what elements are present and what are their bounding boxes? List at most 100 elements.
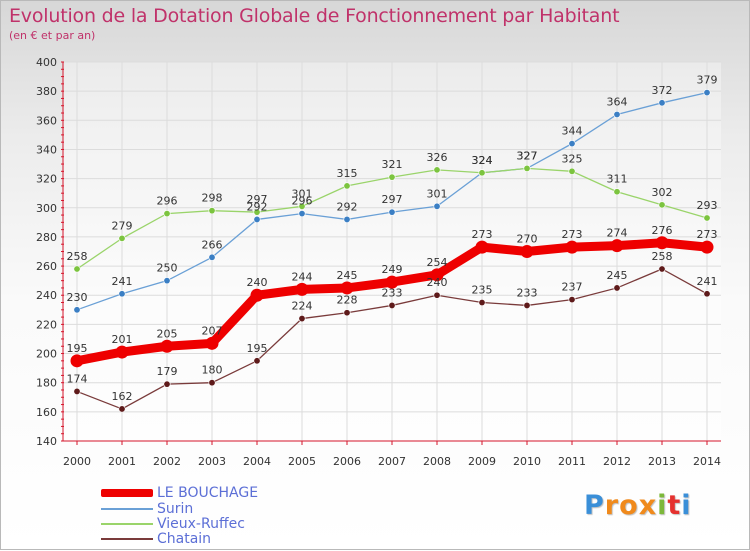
legend-label: LE BOUCHAGE bbox=[157, 485, 259, 501]
data-label-le-bouchage: 245 bbox=[337, 269, 358, 282]
legend-item-le-bouchage: LE BOUCHAGE bbox=[101, 485, 258, 501]
data-label-vieux-ruffec: 327 bbox=[517, 149, 538, 162]
data-label-surin: 292 bbox=[247, 200, 268, 213]
y-tick-label: 400 bbox=[36, 56, 57, 69]
data-point-vieux-ruffec bbox=[343, 182, 351, 190]
y-tick-label: 280 bbox=[36, 231, 57, 244]
data-point-le-bouchage bbox=[700, 240, 714, 254]
y-tick-label: 380 bbox=[36, 85, 57, 98]
data-label-vieux-ruffec: 301 bbox=[292, 187, 313, 200]
data-point-le-bouchage bbox=[340, 281, 354, 295]
data-label-le-bouchage: 270 bbox=[517, 233, 538, 246]
legend-swatch-chatain bbox=[101, 538, 153, 540]
data-label-le-bouchage: 273 bbox=[472, 228, 493, 241]
data-label-chatain: 180 bbox=[202, 364, 223, 377]
data-point-le-bouchage bbox=[70, 354, 84, 368]
data-point-chatain bbox=[523, 301, 531, 309]
data-point-chatain bbox=[613, 284, 621, 292]
data-point-le-bouchage bbox=[610, 239, 624, 253]
data-point-le-bouchage bbox=[250, 288, 264, 302]
data-point-surin bbox=[343, 215, 351, 223]
data-label-vieux-ruffec: 279 bbox=[112, 219, 133, 232]
data-point-chatain bbox=[73, 387, 81, 395]
logo-letter: t bbox=[667, 490, 682, 521]
data-point-vieux-ruffec bbox=[118, 234, 126, 242]
data-label-vieux-ruffec: 315 bbox=[337, 167, 358, 180]
chart-subtitle: (en € et par an) bbox=[9, 29, 96, 42]
data-point-le-bouchage bbox=[295, 282, 309, 296]
data-point-chatain bbox=[163, 380, 171, 388]
x-tick-label: 2002 bbox=[153, 455, 181, 468]
logo-letter: i bbox=[681, 490, 692, 521]
data-label-vieux-ruffec: 293 bbox=[697, 199, 718, 212]
data-label-le-bouchage: 240 bbox=[247, 276, 268, 289]
data-label-le-bouchage: 273 bbox=[697, 228, 718, 241]
x-tick-label: 2005 bbox=[288, 455, 316, 468]
data-point-chatain bbox=[298, 315, 306, 323]
data-point-surin bbox=[253, 215, 261, 223]
data-label-chatain: 228 bbox=[337, 294, 358, 307]
x-tick-label: 2010 bbox=[513, 455, 541, 468]
data-label-surin: 266 bbox=[202, 238, 223, 251]
data-label-chatain: 162 bbox=[112, 390, 133, 403]
data-point-chatain bbox=[208, 379, 216, 387]
logo-letter: i bbox=[657, 490, 668, 521]
data-label-chatain: 240 bbox=[427, 276, 448, 289]
data-point-vieux-ruffec bbox=[613, 188, 621, 196]
x-tick-label: 2014 bbox=[693, 455, 721, 468]
y-tick-label: 220 bbox=[36, 318, 57, 331]
data-label-chatain: 258 bbox=[652, 250, 673, 263]
y-tick-label: 140 bbox=[36, 435, 57, 448]
data-label-chatain: 179 bbox=[157, 365, 178, 378]
data-label-surin: 250 bbox=[157, 262, 178, 275]
data-point-vieux-ruffec bbox=[208, 207, 216, 215]
logo-letter: x bbox=[638, 490, 658, 521]
data-label-chatain: 245 bbox=[607, 269, 628, 282]
data-point-vieux-ruffec bbox=[253, 208, 261, 216]
data-label-vieux-ruffec: 296 bbox=[157, 195, 178, 208]
data-label-vieux-ruffec: 321 bbox=[382, 158, 403, 171]
data-point-surin bbox=[568, 140, 576, 148]
y-tick-label: 240 bbox=[36, 289, 57, 302]
data-label-le-bouchage: 254 bbox=[427, 256, 448, 269]
legend-label: Chatain bbox=[157, 531, 212, 547]
data-label-surin: 297 bbox=[382, 193, 403, 206]
data-point-chatain bbox=[118, 405, 126, 413]
data-point-chatain bbox=[658, 265, 666, 273]
legend-item-chatain: Chatain bbox=[101, 531, 211, 547]
data-label-vieux-ruffec: 325 bbox=[562, 152, 583, 165]
data-label-vieux-ruffec: 302 bbox=[652, 186, 673, 199]
data-label-vieux-ruffec: 258 bbox=[67, 250, 88, 263]
data-point-vieux-ruffec bbox=[523, 164, 531, 172]
data-label-chatain: 174 bbox=[67, 372, 88, 385]
y-tick-label: 300 bbox=[36, 202, 57, 215]
data-point-surin bbox=[298, 210, 306, 218]
logo-letter: o bbox=[619, 490, 639, 521]
y-tick-label: 160 bbox=[36, 406, 57, 419]
data-label-le-bouchage: 205 bbox=[157, 327, 178, 340]
data-label-vieux-ruffec: 297 bbox=[247, 193, 268, 206]
data-label-vieux-ruffec: 324 bbox=[472, 154, 493, 167]
data-label-le-bouchage: 249 bbox=[382, 263, 403, 276]
data-label-le-bouchage: 273 bbox=[562, 228, 583, 241]
data-point-vieux-ruffec bbox=[433, 166, 441, 174]
data-label-chatain: 237 bbox=[562, 281, 583, 294]
data-point-le-bouchage bbox=[565, 240, 579, 254]
x-tick-label: 2009 bbox=[468, 455, 496, 468]
x-tick-label: 2013 bbox=[648, 455, 676, 468]
data-point-vieux-ruffec bbox=[568, 167, 576, 175]
data-point-vieux-ruffec bbox=[298, 202, 306, 210]
data-label-chatain: 195 bbox=[247, 342, 268, 355]
x-tick-label: 2012 bbox=[603, 455, 631, 468]
data-label-le-bouchage: 276 bbox=[652, 224, 673, 237]
data-label-chatain: 224 bbox=[292, 300, 313, 313]
data-label-vieux-ruffec: 311 bbox=[607, 173, 628, 186]
data-label-surin: 324 bbox=[472, 154, 493, 167]
data-label-surin: 379 bbox=[697, 74, 718, 87]
legend-label: Vieux-Ruffec bbox=[157, 516, 245, 532]
data-point-vieux-ruffec bbox=[478, 169, 486, 177]
y-tick-label: 200 bbox=[36, 348, 57, 361]
data-label-le-bouchage: 195 bbox=[67, 342, 88, 355]
data-label-surin: 230 bbox=[67, 291, 88, 304]
